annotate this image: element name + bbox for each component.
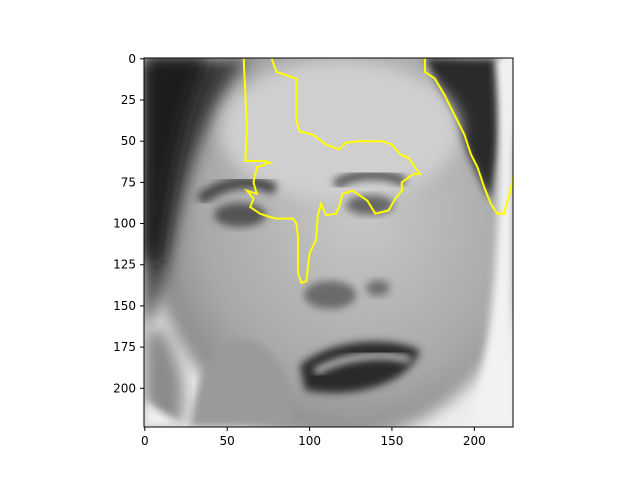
face-image xyxy=(144,58,513,427)
y-axis: 0 25 50 75 100 125 150 175 200 xyxy=(113,52,144,395)
segmentation-contour xyxy=(423,58,513,215)
y-tick-label: 100 xyxy=(113,217,136,231)
x-tick-label: 0 xyxy=(141,434,149,448)
segmentation-contour xyxy=(242,58,422,285)
y-tick-label: 50 xyxy=(121,134,136,148)
x-tick-label: 150 xyxy=(380,434,403,448)
axes-frame xyxy=(143,57,514,428)
segmentation-overlay xyxy=(242,58,513,285)
x-tick-label: 100 xyxy=(298,434,321,448)
y-tick-label: 25 xyxy=(121,93,136,107)
x-tick-label: 50 xyxy=(220,434,235,448)
y-tick-label: 200 xyxy=(113,381,136,395)
y-tick-label: 175 xyxy=(113,340,136,354)
y-tick-label: 0 xyxy=(128,52,136,66)
x-axis: 0 50 100 150 200 xyxy=(141,427,486,448)
y-tick-label: 150 xyxy=(113,299,136,313)
y-tick-label: 125 xyxy=(113,258,136,272)
y-tick-label: 75 xyxy=(121,175,136,189)
x-tick-label: 200 xyxy=(463,434,486,448)
